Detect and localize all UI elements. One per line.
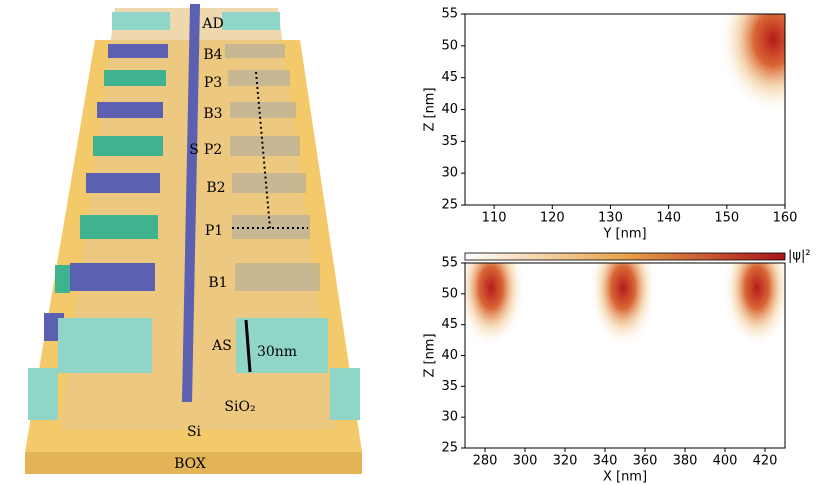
device-label: 30nm (257, 344, 297, 360)
x-tick-label: 120 (540, 211, 565, 226)
device-label: B1 (208, 275, 227, 291)
x-tick-label: 150 (714, 211, 739, 226)
x-tick-label: 320 (553, 454, 578, 469)
device-label: B3 (203, 106, 222, 122)
scale-bar (244, 319, 252, 373)
x-tick-label: 130 (598, 211, 623, 226)
y-tick-label: 35 (441, 379, 458, 394)
density-peak (718, 14, 785, 115)
y-tick-label: 40 (441, 102, 458, 117)
charts: 110 120 130 140 150 160 25 30 35 40 45 50 55 Y [nm] Z … (423, 7, 811, 485)
box-layer (25, 452, 362, 474)
x-tick-label: 110 (482, 211, 507, 226)
device-label: P2 (204, 142, 222, 158)
y-tick-label: 50 (441, 286, 458, 301)
device-label: B2 (206, 180, 225, 196)
y-tick-label: 55 (441, 256, 458, 271)
left-plunger-gates (55, 70, 166, 293)
x-tick-label: 400 (713, 454, 738, 469)
x-axis-label: Y [nm] (602, 227, 646, 242)
device-label: BOX (174, 456, 206, 472)
colorbar-label: |ψ|² (788, 249, 811, 264)
y-tick-label: 45 (441, 317, 458, 332)
y-tick-label: 45 (441, 70, 458, 85)
y-tick-label: 40 (441, 348, 458, 363)
y-tick-label: 35 (441, 134, 458, 149)
device-label: AD (201, 16, 223, 32)
x-tick-label: 140 (656, 211, 681, 226)
x-tick-label: 280 (473, 454, 498, 469)
x-tick-label: 340 (593, 454, 618, 469)
colorbar (464, 252, 786, 261)
device-labels: AD B4 P3 B3 S P2 B2 P1 B1 AS 30nm SiO₂ Si BOX (174, 16, 297, 472)
device-label: P1 (205, 223, 223, 239)
density-peak (589, 263, 657, 348)
device-label: P3 (204, 75, 222, 91)
cut-line (255, 71, 271, 229)
x-tick-label: 380 (673, 454, 698, 469)
y-tick-label: 25 (441, 441, 458, 456)
plot-area (465, 263, 785, 348)
x-tick-label: 160 (773, 211, 798, 226)
y-tick-label: 25 (441, 198, 458, 213)
y-axis-label: Z [nm] (423, 333, 438, 377)
y-tick-label: 55 (441, 7, 458, 22)
device-label: S (189, 142, 199, 158)
y-tick-label: 50 (441, 38, 458, 53)
y-axis-label: Z [nm] (423, 87, 438, 131)
y-tick-label: 30 (441, 410, 458, 425)
x-tick-label: 360 (633, 454, 658, 469)
device-label: SiO₂ (224, 399, 255, 415)
plot-area (718, 14, 785, 115)
device-label: Si (187, 424, 202, 440)
density-peak (465, 263, 525, 348)
x-tick-label: 300 (513, 454, 538, 469)
right-gates (225, 44, 320, 291)
source-strip (182, 4, 200, 402)
x-tick-label: 420 (753, 454, 778, 469)
accumulation-gates (28, 12, 360, 420)
density-peak (723, 263, 785, 348)
device (25, 4, 362, 474)
device-label: AS (211, 338, 232, 354)
y-tick-label: 30 (441, 166, 458, 181)
x-axis-label: X [nm] (603, 470, 647, 485)
device-label: B4 (203, 47, 222, 63)
